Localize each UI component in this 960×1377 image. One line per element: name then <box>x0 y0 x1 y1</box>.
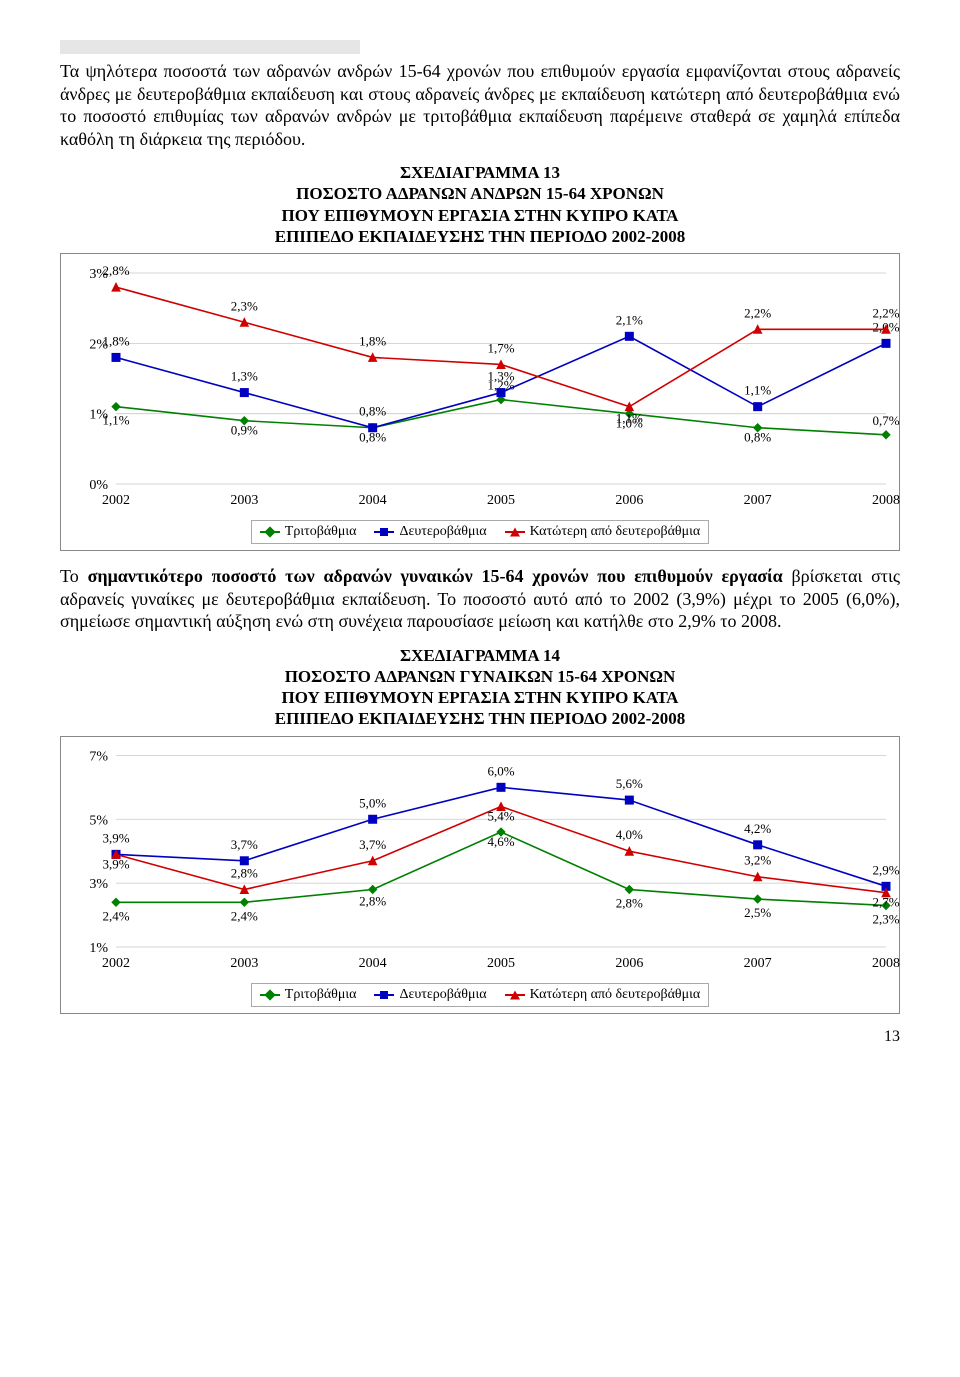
legend-swatch <box>505 531 525 533</box>
svg-text:1%: 1% <box>89 941 108 956</box>
svg-text:2,8%: 2,8% <box>231 865 258 880</box>
legend-swatch <box>374 994 394 996</box>
paragraph-1: Τα ψηλότερα ποσοστά των αδρανών ανδρών 1… <box>60 60 900 150</box>
svg-text:2,3%: 2,3% <box>872 911 899 926</box>
svg-text:2,2%: 2,2% <box>872 305 899 320</box>
svg-text:1,8%: 1,8% <box>102 333 129 348</box>
svg-text:2,7%: 2,7% <box>872 894 899 909</box>
chart14-title-l2: ΠΟΣΟΣΤΟ ΑΔΡΑΝΩΝ ΓΥΝΑΙΚΩΝ 15-64 ΧΡΟΝΩΝ <box>285 667 676 686</box>
svg-text:5,4%: 5,4% <box>487 808 514 823</box>
svg-text:2,8%: 2,8% <box>359 893 386 908</box>
para2-a: Το <box>60 566 88 586</box>
chart14-title: ΣΧΕΔΙΑΓΡΑΜΜΑ 14 ΠΟΣΟΣΤΟ ΑΔΡΑΝΩΝ ΓΥΝΑΙΚΩΝ… <box>60 645 900 730</box>
svg-text:4,0%: 4,0% <box>616 827 643 842</box>
svg-text:3,7%: 3,7% <box>359 836 386 851</box>
svg-text:3,7%: 3,7% <box>231 836 258 851</box>
chart14-container: 1% 3% 5% 7% 2002 2003 2004 2005 2006 2007 2008 2,4%… <box>60 736 900 1014</box>
svg-text:4,2%: 4,2% <box>744 820 771 835</box>
svg-text:2,3%: 2,3% <box>231 298 258 313</box>
header-blank-bar <box>60 40 360 54</box>
chart13-title-l3: ΠΟΥ ΕΠΙΘΥΜΟΥΝ ΕΡΓΑΣΙΑ ΣΤΗΝ ΚΥΠΡΟ ΚΑΤΑ <box>282 206 679 225</box>
svg-text:2007: 2007 <box>744 493 772 508</box>
svg-text:0,8%: 0,8% <box>359 404 386 419</box>
legend-label: Τριτοβάθμια <box>285 987 357 1003</box>
svg-text:2004: 2004 <box>359 956 387 971</box>
svg-text:2008: 2008 <box>872 493 900 508</box>
svg-text:3,9%: 3,9% <box>102 830 129 845</box>
svg-text:2,5%: 2,5% <box>744 905 771 920</box>
svg-text:0%: 0% <box>89 478 108 493</box>
paragraph-2: Το σημαντικότερο ποσοστό των αδρανών γυν… <box>60 565 900 633</box>
svg-text:3%: 3% <box>89 877 108 892</box>
svg-text:2,4%: 2,4% <box>102 908 129 923</box>
svg-text:2,2%: 2,2% <box>744 305 771 320</box>
svg-text:1,3%: 1,3% <box>487 369 514 384</box>
svg-text:2004: 2004 <box>359 493 387 508</box>
legend-swatch <box>505 994 525 996</box>
svg-text:5%: 5% <box>89 813 108 828</box>
chart13-container: 0%1%2%3%20022003200420052006200720081,1%… <box>60 253 900 551</box>
svg-text:2005: 2005 <box>487 493 515 508</box>
svg-text:2,1%: 2,1% <box>616 312 643 327</box>
page-container: Τα ψηλότερα ποσοστά των αδρανών ανδρών 1… <box>0 0 960 1066</box>
svg-text:6,0%: 6,0% <box>487 763 514 778</box>
para2-b: σημαντικότερο ποσοστό των αδρανών γυναικ… <box>88 566 783 586</box>
legend-swatch <box>260 531 280 533</box>
chart14-legend: Τριτοβάθμια Δευτεροβάθμια Κατώτερη από δευ… <box>251 983 709 1007</box>
svg-text:1,7%: 1,7% <box>487 340 514 355</box>
svg-text:0,7%: 0,7% <box>872 413 899 428</box>
legend-swatch <box>260 994 280 996</box>
svg-text:5,0%: 5,0% <box>359 795 386 810</box>
svg-text:7%: 7% <box>89 749 108 764</box>
legend-label: Κατώτερη από δευτεροβάθμια <box>530 987 701 1003</box>
chart13-title-l2: ΠΟΣΟΣΤΟ ΑΔΡΑΝΩΝ ΑΝΔΡΩΝ 15-64 ΧΡΟΝΩΝ <box>296 184 664 203</box>
legend-item: Δευτεροβάθμια <box>374 987 486 1003</box>
svg-text:2,9%: 2,9% <box>872 862 899 877</box>
svg-text:2006: 2006 <box>615 493 643 508</box>
chart14-title-l1: ΣΧΕΔΙΑΓΡΑΜΜΑ 14 <box>400 646 560 665</box>
legend-label: Τριτοβάθμια <box>285 524 357 540</box>
svg-text:2006: 2006 <box>615 956 643 971</box>
legend-label: Δευτεροβάθμια <box>399 987 486 1003</box>
svg-text:1,1%: 1,1% <box>616 411 643 426</box>
legend-item: Δευτεροβάθμια <box>374 524 486 540</box>
svg-text:2,8%: 2,8% <box>616 895 643 910</box>
svg-text:1,3%: 1,3% <box>231 369 258 384</box>
chart13-title-l4: ΕΠΙΠΕΔΟ ΕΚΠΑΙΔΕΥΣΗΣ ΤΗΝ ΠΕΡΙΟΔΟ 2002-200… <box>275 227 686 246</box>
legend-item: Τριτοβάθμια <box>260 524 357 540</box>
legend-label: Κατώτερη από δευτεροβάθμια <box>530 524 701 540</box>
legend-swatch <box>374 531 394 533</box>
page-number: 13 <box>60 1028 900 1046</box>
legend-item: Κατώτερη από δευτεροβάθμια <box>505 524 701 540</box>
legend-label: Δευτεροβάθμια <box>399 524 486 540</box>
svg-text:2003: 2003 <box>230 956 258 971</box>
chart14-svg: 1% 3% 5% 7% 2002 2003 2004 2005 2006 2007 2008 2,4%… <box>61 737 901 977</box>
chart13-svg: 0%1%2%3%20022003200420052006200720081,1%… <box>61 254 901 514</box>
svg-text:2,8%: 2,8% <box>102 263 129 278</box>
svg-text:4,6%: 4,6% <box>487 834 514 849</box>
svg-text:2002: 2002 <box>102 956 130 971</box>
chart13-legend: Τριτοβάθμια Δευτεροβάθμια Κατώτερη από δευ… <box>251 520 709 544</box>
svg-text:3,9%: 3,9% <box>102 856 129 871</box>
chart13-title: ΣΧΕΔΙΑΓΡΑΜΜΑ 13 ΠΟΣΟΣΤΟ ΑΔΡΑΝΩΝ ΑΝΔΡΩΝ 1… <box>60 162 900 247</box>
svg-text:2,4%: 2,4% <box>231 908 258 923</box>
svg-text:1,8%: 1,8% <box>359 333 386 348</box>
svg-text:0,8%: 0,8% <box>744 430 771 445</box>
svg-text:5,6%: 5,6% <box>616 776 643 791</box>
legend-item: Κατώτερη από δευτεροβάθμια <box>505 987 701 1003</box>
svg-text:3,2%: 3,2% <box>744 852 771 867</box>
chart14-title-l3: ΠΟΥ ΕΠΙΘΥΜΟΥΝ ΕΡΓΑΣΙΑ ΣΤΗΝ ΚΥΠΡΟ ΚΑΤΑ <box>282 688 679 707</box>
svg-text:1,1%: 1,1% <box>102 413 129 428</box>
svg-text:2003: 2003 <box>230 493 258 508</box>
svg-text:1,1%: 1,1% <box>744 383 771 398</box>
svg-text:0,9%: 0,9% <box>231 423 258 438</box>
svg-text:2007: 2007 <box>744 956 772 971</box>
svg-text:2005: 2005 <box>487 956 515 971</box>
svg-text:2008: 2008 <box>872 956 900 971</box>
chart14-title-l4: ΕΠΙΠΕΔΟ ΕΚΠΑΙΔΕΥΣΗΣ ΤΗΝ ΠΕΡΙΟΔΟ 2002-200… <box>275 709 686 728</box>
chart13-title-l1: ΣΧΕΔΙΑΓΡΑΜΜΑ 13 <box>400 163 560 182</box>
svg-text:2002: 2002 <box>102 493 130 508</box>
legend-item: Τριτοβάθμια <box>260 987 357 1003</box>
